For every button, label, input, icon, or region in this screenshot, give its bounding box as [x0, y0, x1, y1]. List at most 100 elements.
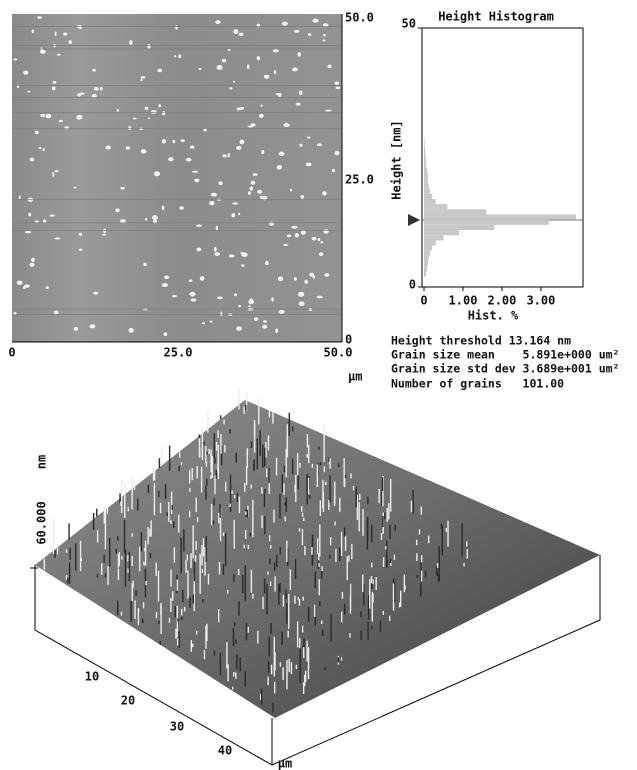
grain [168, 157, 173, 161]
histogram-bar [424, 152, 426, 157]
grain [19, 196, 21, 200]
grain [296, 102, 301, 105]
grain [30, 158, 35, 162]
grain [294, 277, 297, 281]
histogram-bar [424, 168, 427, 173]
grain [79, 26, 82, 30]
histogram-bar [424, 158, 426, 163]
grain [248, 299, 254, 304]
grain [100, 87, 103, 91]
grain [52, 81, 56, 84]
histogram-bar [424, 142, 425, 147]
grain [309, 308, 313, 311]
grain [233, 29, 238, 34]
grain [54, 237, 60, 239]
grain [279, 152, 285, 156]
grain [294, 30, 299, 33]
grain [27, 91, 30, 93]
grain [335, 87, 340, 89]
grain [247, 64, 250, 69]
grain [236, 146, 241, 150]
grain [299, 90, 303, 95]
grain [229, 254, 235, 257]
histogram-x-tick: 2.00 [487, 294, 516, 308]
histogram-y-label: Height [nm] [390, 120, 404, 199]
grain [23, 70, 28, 74]
grain [92, 69, 96, 72]
grain [321, 241, 324, 243]
grain [29, 263, 34, 267]
grain [115, 208, 120, 212]
grain [25, 231, 31, 234]
grain [265, 261, 269, 266]
grain [103, 228, 106, 233]
grain [17, 85, 19, 88]
grain [93, 292, 99, 295]
grain [317, 296, 323, 299]
histogram-bar [424, 183, 429, 188]
grain [46, 114, 52, 119]
grain [312, 237, 317, 241]
grain [157, 69, 162, 73]
grain [274, 70, 276, 74]
grain [220, 312, 222, 317]
grain [126, 146, 130, 149]
grain [102, 234, 106, 236]
grain [120, 187, 125, 190]
afm-unit: μm [348, 370, 362, 384]
x-tick-label: 10 [85, 670, 99, 684]
grain [238, 213, 240, 216]
grain [214, 252, 220, 256]
grain [307, 136, 311, 138]
grain [199, 68, 202, 70]
grain [191, 298, 197, 301]
grain [14, 58, 18, 60]
grain [222, 59, 226, 63]
grain [129, 328, 134, 333]
grain [37, 16, 42, 19]
grain [151, 110, 157, 114]
grain [162, 206, 165, 211]
grain [324, 273, 329, 277]
histogram-title: Height Histogram [438, 10, 554, 24]
grain [79, 233, 82, 236]
histogram-x-tick: 1.00 [449, 294, 478, 308]
histogram-bar [424, 204, 447, 209]
histogram-bar [424, 240, 436, 245]
figure: 50.0 25.0 0 0 25.0 50.0 μm Height Histog… [0, 0, 637, 770]
stats: Height threshold 13.164 nm Grain size me… [391, 334, 619, 391]
grain [181, 139, 185, 142]
grain [173, 140, 176, 143]
grain [164, 275, 169, 279]
grain [218, 181, 222, 185]
grain [178, 54, 181, 58]
grain [39, 147, 42, 149]
grain [275, 93, 281, 95]
grain [141, 76, 146, 79]
grain [262, 325, 267, 329]
grain [57, 54, 61, 56]
x-tick-label: 40 [218, 744, 232, 758]
grain [248, 191, 251, 195]
histogram-bar [424, 246, 432, 251]
grain [259, 114, 264, 118]
histogram-x-tick: 3.00 [526, 294, 555, 308]
grain [52, 86, 56, 90]
grain [154, 171, 160, 176]
grain [55, 170, 59, 172]
grain [275, 328, 278, 333]
grain [28, 198, 33, 203]
histogram-bar [424, 147, 425, 152]
grain [196, 247, 201, 251]
histogram-bar [424, 209, 486, 214]
histogram-x-tick: 0 [420, 294, 427, 308]
grain [332, 169, 335, 173]
grain [105, 145, 110, 149]
grain [143, 308, 149, 310]
grain [152, 215, 158, 220]
grain [89, 324, 95, 328]
grain [35, 220, 39, 222]
histogram-bar [424, 256, 429, 261]
grain [55, 32, 57, 37]
grain [292, 67, 298, 71]
